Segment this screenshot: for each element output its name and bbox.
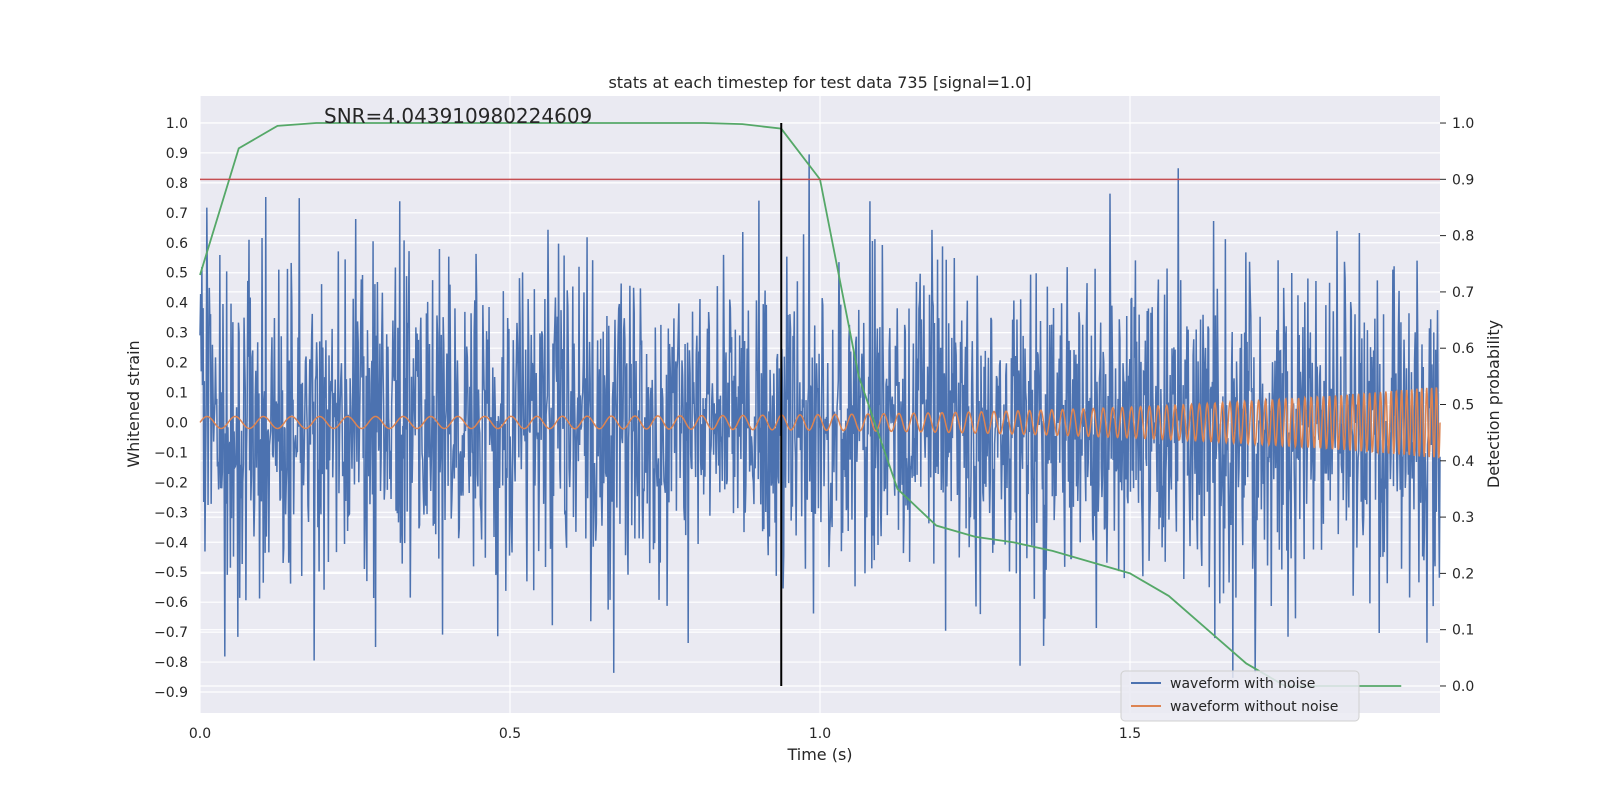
x-axis-label: Time (s) [786, 745, 852, 764]
y-left-tick-label: −0.6 [154, 595, 188, 611]
x-tick-label: 0.5 [499, 726, 521, 742]
x-tick-label: 1.5 [1119, 726, 1141, 742]
y-left-tick-label: 0.2 [166, 356, 188, 372]
y-right-tick-label: 0.9 [1452, 172, 1474, 188]
y-left-axis-label: Whitened strain [124, 340, 143, 467]
y-right-tick-label: 0.3 [1452, 510, 1474, 526]
y-left-tick-label: −0.5 [154, 565, 188, 581]
y-left-tick-label: 0.7 [166, 206, 188, 222]
x-tick-label: 0.0 [189, 726, 211, 742]
y-left-tick-label: −0.7 [154, 625, 188, 641]
series-waveform-without-noise [199, 387, 1441, 459]
legend-label-clean: waveform without noise [1170, 699, 1338, 715]
y-left-tick-label: 0.0 [166, 415, 188, 431]
y-right-axis-label: Detection probability [1484, 320, 1503, 488]
legend: waveform with noise waveform without noi… [1120, 670, 1360, 722]
y-right-tick-label: 0.6 [1452, 341, 1474, 357]
snr-annotation: SNR=4.043910980224609 [324, 104, 592, 128]
y-right-tick-label: 0.7 [1452, 285, 1474, 301]
y-right-tick-labels: 1.0 0.9 0.8 0.7 0.6 0.5 0.4 0.3 0.2 0.1 0.0 [1440, 116, 1474, 695]
y-left-tick-label: 0.8 [166, 176, 188, 192]
reference-lines [200, 122, 1440, 687]
y-left-tick-label: −0.9 [154, 685, 188, 701]
y-left-tick-label: 0.5 [166, 266, 188, 282]
y-left-tick-label: 0.9 [166, 146, 188, 162]
y-right-tick-label: 1.0 [1452, 116, 1474, 132]
y-left-tick-label: 0.4 [166, 296, 188, 312]
y-left-tick-label: 0.3 [166, 326, 188, 342]
series-detection-probability [199, 122, 1402, 687]
y-right-tick-label: 0.2 [1452, 566, 1474, 582]
y-left-tick-label: −0.3 [154, 505, 188, 521]
y-left-tick-label: 0.1 [166, 386, 188, 402]
y-right-tick-label: 0.8 [1452, 229, 1474, 245]
y-right-tick-label: 0.4 [1452, 454, 1474, 470]
chart-title: stats at each timestep for test data 735… [608, 73, 1031, 92]
y-right-tick-label: 0.5 [1452, 398, 1474, 414]
y-left-tick-label: −0.1 [154, 445, 188, 461]
y-left-tick-label: −0.2 [154, 475, 188, 491]
y-left-tick-label: −0.4 [154, 535, 188, 551]
legend-box [1120, 670, 1360, 722]
y-left-tick-label: 0.6 [166, 236, 188, 252]
y-right-tick-label: 0.1 [1452, 623, 1474, 639]
x-tick-labels: 0.0 0.5 1.0 1.5 [189, 726, 1141, 742]
x-tick-label: 1.0 [809, 726, 831, 742]
y-left-tick-label: 1.0 [166, 116, 188, 132]
legend-label-noise: waveform with noise [1170, 676, 1315, 692]
y-left-tick-label: −0.8 [154, 655, 188, 671]
data-series [199, 122, 1441, 687]
y-right-tick-label: 0.0 [1452, 679, 1474, 695]
y-left-tick-labels: 1.0 0.9 0.8 0.7 0.6 0.5 0.4 0.3 0.2 0.1 0.0 −0.1 −0.… [154, 116, 188, 701]
